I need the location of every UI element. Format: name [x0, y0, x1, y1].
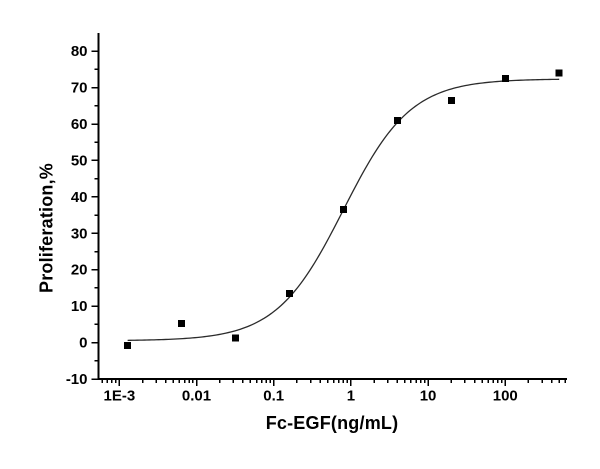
data-point — [447, 96, 455, 104]
x-tick-label: 1 — [347, 387, 355, 404]
data-point — [285, 289, 293, 297]
data-point — [124, 341, 132, 349]
data-point — [232, 334, 240, 342]
data-point — [339, 206, 347, 214]
y-axis-title: Proliferation,% — [36, 162, 57, 294]
y-tick-label: 80 — [71, 43, 88, 60]
x-axis-title: Fc-EGF(ng/mL) — [265, 413, 399, 433]
y-tick-label: -10 — [66, 371, 88, 388]
data-point — [178, 320, 186, 328]
y-tick-label: 60 — [71, 116, 88, 133]
data-point — [393, 116, 401, 124]
y-tick-label: 50 — [71, 152, 88, 169]
y-tick-label: 20 — [71, 262, 88, 279]
y-tick-label: 0 — [79, 335, 87, 352]
x-tick-label: 0.01 — [182, 387, 211, 404]
y-tick-label: 30 — [71, 225, 88, 242]
y-tick-label: 10 — [71, 298, 88, 315]
x-tick-label: 1E-3 — [103, 387, 135, 404]
data-point — [555, 69, 563, 77]
x-tick-label: 10 — [420, 387, 437, 404]
x-tick-label: 0.1 — [263, 387, 284, 404]
data-series-proliferation-data — [124, 69, 563, 349]
x-tick-label: 100 — [493, 387, 518, 404]
y-tick-label: 70 — [71, 80, 88, 97]
tick-labels: 1E-3 0.01 0.1 1 10 100 -10 0 10 20 30 40 50 60 70 80 — [66, 43, 518, 404]
tick-marks — [91, 50, 567, 386]
axes — [97, 33, 567, 380]
data-point — [501, 75, 509, 83]
y-tick-label: 40 — [71, 189, 88, 206]
